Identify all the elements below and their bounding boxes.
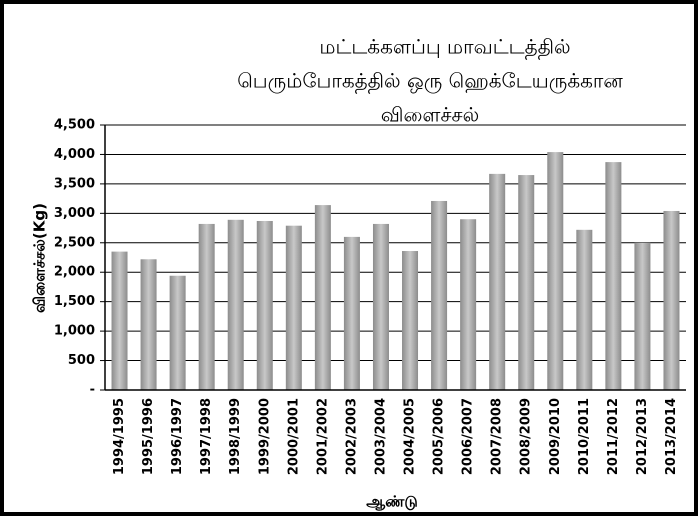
bar [111, 251, 128, 390]
x-tick-label: 2002/2003 [344, 398, 359, 475]
y-tick-label: 1,000 [54, 324, 95, 339]
bar [663, 210, 680, 390]
x-tick-label: 1994/1995 [112, 398, 127, 475]
bar [140, 259, 157, 390]
chart-title: மட்டக்களப்பு மாவட்டத்தில் [319, 35, 570, 60]
bar [431, 200, 448, 390]
x-tick-label: 1999/2000 [257, 398, 272, 475]
x-tick-label: 2010/2011 [577, 398, 592, 475]
x-tick-label: 2004/2005 [403, 398, 418, 475]
x-axis-label: ஆண்டு [366, 493, 417, 511]
x-tick-label: 1997/1998 [199, 398, 214, 475]
bar [402, 251, 419, 390]
y-tick-label: - [90, 383, 95, 398]
bar [605, 162, 622, 390]
bar [372, 223, 389, 390]
x-tick-label: 2012/2013 [635, 398, 650, 475]
y-tick-label: 4,500 [54, 118, 95, 133]
y-tick-label: 2,500 [54, 235, 95, 250]
x-tick-label: 2007/2008 [490, 398, 505, 475]
x-tick-label: 2000/2001 [286, 398, 301, 475]
y-tick-label: 1,500 [54, 294, 95, 309]
x-tick-label: 2005/2006 [432, 398, 447, 475]
chart-title: விளைச்சல் [381, 103, 479, 127]
x-tick-label: 2009/2010 [548, 398, 563, 475]
chart-title: பெரும்போகத்தில் ஒரு ஹெக்டேயருக்கான [237, 69, 623, 94]
bar [314, 205, 331, 390]
x-tick-label: 2013/2014 [664, 398, 679, 475]
x-tick-label: 1996/1997 [170, 398, 185, 475]
y-tick-label: 3,500 [54, 176, 95, 191]
bar [518, 175, 535, 390]
bar [576, 229, 593, 390]
x-tick-label: 2001/2002 [315, 398, 330, 475]
bar [169, 275, 186, 390]
bar [460, 219, 477, 390]
bar [227, 219, 244, 390]
bar [198, 223, 215, 390]
bar [547, 152, 564, 390]
bar [343, 236, 360, 390]
bar [256, 220, 273, 390]
x-tick-label: 1998/1999 [228, 398, 243, 475]
y-tick-label: 4,000 [54, 147, 95, 162]
bar [489, 173, 506, 390]
bar [285, 225, 302, 390]
x-tick-label: 2003/2004 [373, 398, 388, 475]
x-tick-label: 2006/2007 [461, 398, 476, 475]
x-tick-label: 1995/1996 [141, 398, 156, 475]
y-axis-label: விளைச்சல்(Kg) [31, 203, 49, 313]
y-tick-label: 500 [68, 353, 95, 368]
bar [634, 242, 651, 390]
y-tick-label: 2,000 [54, 265, 95, 280]
x-tick-label: 2011/2012 [606, 398, 621, 475]
x-tick-label: 2008/2009 [519, 398, 534, 475]
y-tick-label: 3,000 [54, 206, 95, 221]
